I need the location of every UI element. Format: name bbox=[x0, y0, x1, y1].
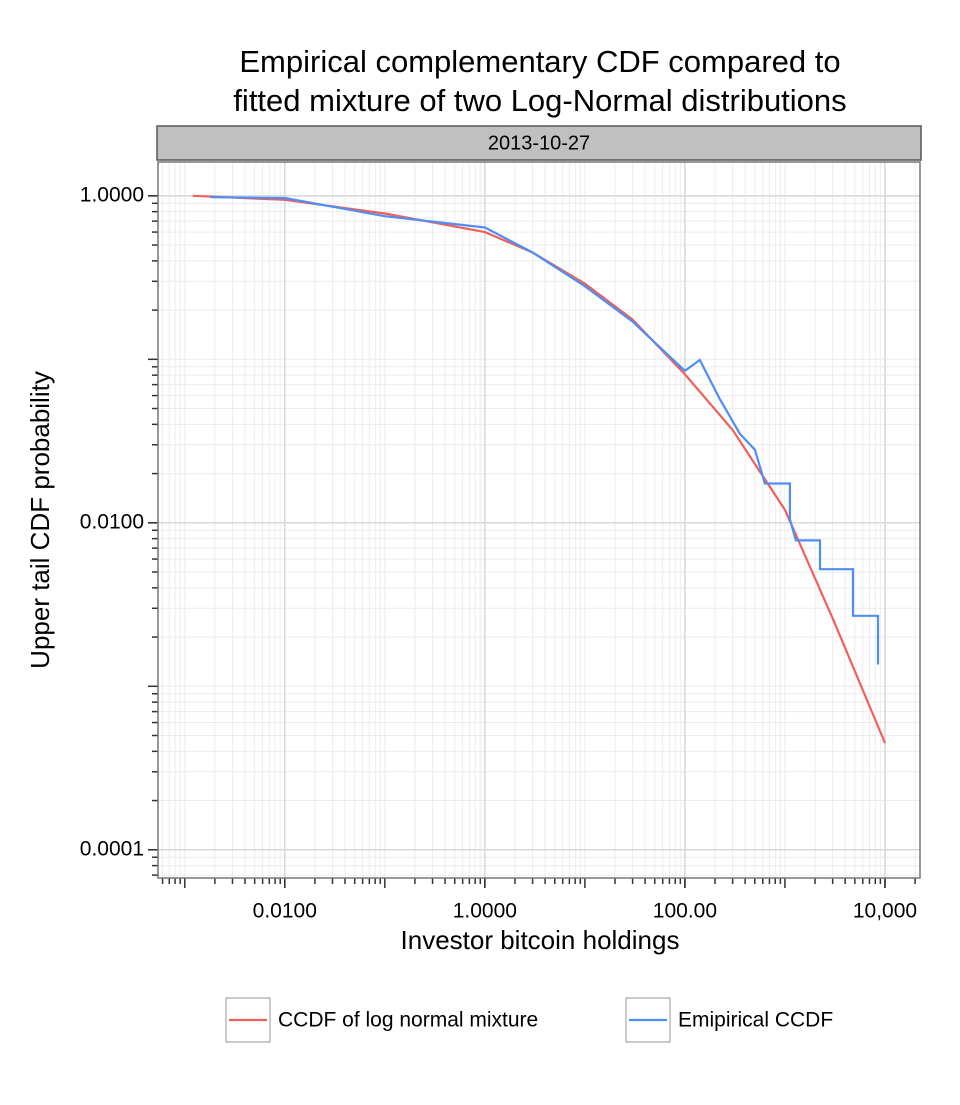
y-axis-label: Upper tail CDF probability bbox=[25, 371, 55, 669]
series-line bbox=[210, 196, 880, 665]
x-axis-label: Investor bitcoin holdings bbox=[401, 925, 680, 955]
facet-label: 2013-10-27 bbox=[488, 132, 590, 154]
x-tick-label: 10,000 bbox=[853, 900, 917, 923]
facet-strip bbox=[156, 125, 922, 161]
plot-panel bbox=[158, 162, 920, 878]
chart-title: fitted mixture of two Log-Normal distrib… bbox=[233, 83, 846, 118]
plot-border bbox=[157, 161, 921, 879]
legend-label: Emipirical CCDF bbox=[678, 1009, 833, 1032]
x-tick-label: 100.00 bbox=[653, 900, 717, 923]
y-tick-label: 0.0100 bbox=[80, 510, 144, 533]
legend-label: CCDF of log normal mixture bbox=[278, 1009, 538, 1032]
x-tick-label: 1.0000 bbox=[453, 900, 517, 923]
chart-title: Empirical complementary CDF compared to bbox=[239, 44, 840, 79]
y-tick-label: 0.0001 bbox=[80, 837, 144, 860]
x-tick-label: 0.0100 bbox=[253, 900, 317, 923]
y-tick-label: 1.0000 bbox=[80, 183, 144, 206]
legend: CCDF of log normal mixture Emipirical CCD… bbox=[225, 997, 833, 1043]
